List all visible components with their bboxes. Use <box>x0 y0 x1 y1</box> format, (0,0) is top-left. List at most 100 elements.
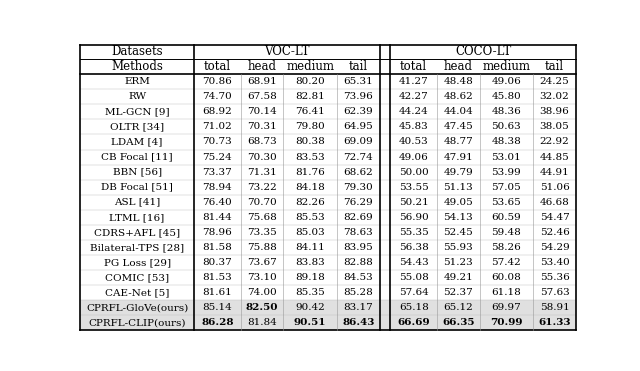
Text: 73.10: 73.10 <box>247 273 277 282</box>
Text: CB Focal [11]: CB Focal [11] <box>101 152 173 161</box>
Text: BBN [56]: BBN [56] <box>113 168 162 177</box>
Bar <box>80 300 576 315</box>
Text: 81.44: 81.44 <box>202 213 232 222</box>
Text: 85.35: 85.35 <box>295 288 325 297</box>
Text: 84.53: 84.53 <box>344 273 373 282</box>
Text: 69.97: 69.97 <box>492 303 522 312</box>
Text: 70.99: 70.99 <box>490 318 523 327</box>
Text: 81.53: 81.53 <box>202 273 232 282</box>
Text: 44.04: 44.04 <box>444 107 473 116</box>
Text: 49.05: 49.05 <box>444 198 473 207</box>
Text: 70.14: 70.14 <box>247 107 277 116</box>
Text: VOC-LT: VOC-LT <box>264 45 310 59</box>
Text: Bilateral-TPS [28]: Bilateral-TPS [28] <box>90 243 184 252</box>
Text: 68.73: 68.73 <box>247 138 277 147</box>
Text: head: head <box>248 60 276 73</box>
Text: 55.35: 55.35 <box>399 228 429 237</box>
Text: ML-GCN [9]: ML-GCN [9] <box>105 107 170 116</box>
Text: 55.08: 55.08 <box>399 273 429 282</box>
Text: head: head <box>444 60 473 73</box>
Text: 50.21: 50.21 <box>399 198 429 207</box>
Text: 47.91: 47.91 <box>444 152 473 161</box>
Text: DB Focal [51]: DB Focal [51] <box>101 183 173 192</box>
Text: 65.12: 65.12 <box>444 303 473 312</box>
Text: 60.08: 60.08 <box>492 273 522 282</box>
Text: 81.76: 81.76 <box>295 168 325 177</box>
Text: OLTR [34]: OLTR [34] <box>110 122 164 131</box>
Text: 41.27: 41.27 <box>399 77 429 86</box>
Text: 46.68: 46.68 <box>540 198 570 207</box>
Text: 58.91: 58.91 <box>540 303 570 312</box>
Text: 84.11: 84.11 <box>295 243 325 252</box>
Text: 61.18: 61.18 <box>492 288 522 297</box>
Text: 57.42: 57.42 <box>492 258 522 267</box>
Text: 71.02: 71.02 <box>202 122 232 131</box>
Text: Datasets: Datasets <box>111 45 163 59</box>
Text: 82.50: 82.50 <box>246 303 278 312</box>
Text: 57.64: 57.64 <box>399 288 429 297</box>
Text: 74.70: 74.70 <box>202 92 232 101</box>
Text: 54.13: 54.13 <box>444 213 473 222</box>
Text: 38.96: 38.96 <box>540 107 570 116</box>
Text: LTML [16]: LTML [16] <box>109 213 164 222</box>
Text: LDAM [4]: LDAM [4] <box>111 138 163 147</box>
Text: 45.83: 45.83 <box>399 122 429 131</box>
Text: 72.74: 72.74 <box>344 152 373 161</box>
Text: medium: medium <box>286 60 334 73</box>
Text: 54.29: 54.29 <box>540 243 570 252</box>
Bar <box>194 45 380 59</box>
Text: 51.13: 51.13 <box>444 183 473 192</box>
Text: 79.80: 79.80 <box>295 122 325 131</box>
Text: 82.88: 82.88 <box>344 258 373 267</box>
Bar <box>80 315 576 330</box>
Text: 73.22: 73.22 <box>247 183 277 192</box>
Text: 54.43: 54.43 <box>399 258 429 267</box>
Text: PG Loss [29]: PG Loss [29] <box>104 258 171 267</box>
Text: 78.94: 78.94 <box>202 183 232 192</box>
Text: CPRFL-CLIP(ours): CPRFL-CLIP(ours) <box>88 318 186 327</box>
Text: 38.05: 38.05 <box>540 122 570 131</box>
Text: 69.09: 69.09 <box>344 138 373 147</box>
Text: 40.53: 40.53 <box>399 138 429 147</box>
Text: 56.90: 56.90 <box>399 213 429 222</box>
Text: 81.58: 81.58 <box>202 243 232 252</box>
Text: 66.35: 66.35 <box>442 318 474 327</box>
Text: total: total <box>400 60 428 73</box>
Text: 66.69: 66.69 <box>397 318 430 327</box>
Text: 85.28: 85.28 <box>344 288 373 297</box>
Text: 53.99: 53.99 <box>492 168 522 177</box>
Text: 82.26: 82.26 <box>295 198 325 207</box>
Text: 70.86: 70.86 <box>202 77 232 86</box>
Text: 54.47: 54.47 <box>540 213 570 222</box>
Text: 73.67: 73.67 <box>247 258 277 267</box>
Text: COCO-LT: COCO-LT <box>455 45 511 59</box>
Text: 61.33: 61.33 <box>538 318 571 327</box>
Text: 48.62: 48.62 <box>444 92 473 101</box>
Text: 50.00: 50.00 <box>399 168 429 177</box>
Text: 48.38: 48.38 <box>492 138 522 147</box>
Text: 83.53: 83.53 <box>295 152 325 161</box>
Text: 65.31: 65.31 <box>344 77 373 86</box>
Text: 86.28: 86.28 <box>201 318 234 327</box>
Text: 86.43: 86.43 <box>342 318 374 327</box>
Text: 90.42: 90.42 <box>295 303 325 312</box>
Text: 83.17: 83.17 <box>344 303 373 312</box>
Text: 70.30: 70.30 <box>247 152 277 161</box>
Text: 75.24: 75.24 <box>202 152 232 161</box>
Text: 47.45: 47.45 <box>444 122 473 131</box>
Text: 70.31: 70.31 <box>247 122 277 131</box>
Text: CPRFL-GloVe(ours): CPRFL-GloVe(ours) <box>86 303 188 312</box>
Text: 73.37: 73.37 <box>202 168 232 177</box>
Text: 68.91: 68.91 <box>247 77 277 86</box>
Text: 81.61: 81.61 <box>202 288 232 297</box>
Text: 53.01: 53.01 <box>492 152 522 161</box>
Text: CDRS+AFL [45]: CDRS+AFL [45] <box>94 228 180 237</box>
Text: 80.38: 80.38 <box>295 138 325 147</box>
Text: 76.29: 76.29 <box>344 198 373 207</box>
Text: 89.18: 89.18 <box>295 273 325 282</box>
Text: 74.00: 74.00 <box>247 288 277 297</box>
Text: 59.48: 59.48 <box>492 228 522 237</box>
Text: 83.83: 83.83 <box>295 258 325 267</box>
Text: 78.63: 78.63 <box>344 228 373 237</box>
Text: 51.23: 51.23 <box>444 258 473 267</box>
